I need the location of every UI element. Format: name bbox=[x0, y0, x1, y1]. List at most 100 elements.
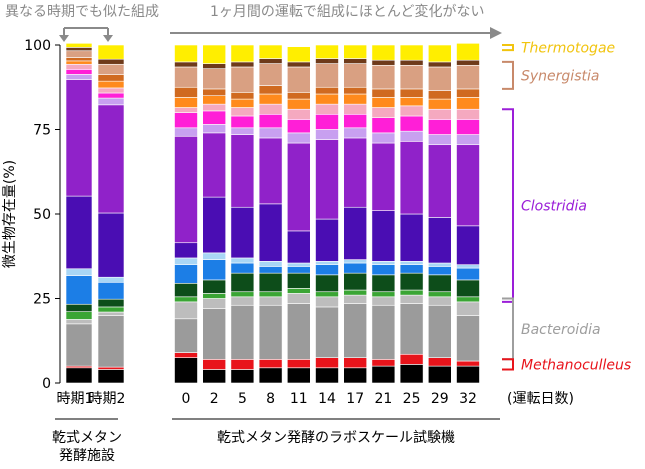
facility-bar-2-segment-14 bbox=[97, 80, 125, 89]
lab-bar-1-segment-2 bbox=[174, 352, 198, 358]
facility-bar-1-segment-8 bbox=[65, 268, 93, 276]
lab-bar-11-segment-18 bbox=[456, 43, 480, 61]
y-tick-label-100: 100 bbox=[24, 38, 51, 54]
lab-bar-1-segment-10 bbox=[174, 135, 198, 244]
lab-bar-3-segment-15 bbox=[230, 92, 255, 100]
lab-bar-6-segment-3 bbox=[315, 306, 339, 358]
lab-bar-5-segment-17 bbox=[286, 61, 311, 68]
lab-bar-4-segment-18 bbox=[258, 44, 283, 59]
lab-bar-4-segment-7 bbox=[258, 266, 283, 274]
facility-bar-1-segment-5 bbox=[65, 311, 93, 320]
lab-bar-5-segment-5 bbox=[286, 288, 311, 294]
lab-bar-6-segment-13 bbox=[315, 103, 339, 115]
lab-bar-11-segment-14 bbox=[456, 97, 480, 110]
lab-bar-9-segment-18 bbox=[399, 44, 424, 61]
bracket-line-methanoculleus bbox=[502, 358, 514, 371]
lab-bar-5-segment-9 bbox=[286, 230, 311, 264]
facility-bar-2-segment-4 bbox=[97, 311, 125, 316]
lab-bar-2-segment-11 bbox=[202, 124, 226, 134]
lab-bar-7-segment-5 bbox=[343, 289, 368, 296]
header-right-text: 1ヶ月間の運転で組成にほとんど変化がない bbox=[210, 3, 485, 20]
lab-bar-1 bbox=[174, 44, 198, 384]
facility-bar-2-segment-17 bbox=[97, 58, 125, 65]
annotation-label-synergistia: Synergistia bbox=[521, 68, 599, 84]
lab-bar-1-segment-7 bbox=[174, 264, 198, 284]
bracket-line-clostridia bbox=[502, 108, 514, 303]
lab-bar-11-segment-8 bbox=[456, 264, 480, 269]
lab-bar-8-segment-13 bbox=[371, 107, 396, 118]
lab-bar-7-segment-9 bbox=[343, 206, 368, 260]
lab-bar-4-segment-6 bbox=[258, 272, 283, 293]
lab-bar-7-segment-4 bbox=[343, 294, 368, 304]
facility-bar-1-segment-13 bbox=[65, 63, 93, 70]
lab-bar-1-segment-9 bbox=[174, 242, 198, 259]
lab-bar-5-segment-8 bbox=[286, 262, 311, 267]
lab-bar-9-segment-9 bbox=[399, 213, 424, 262]
lab-bar-11-segment-5 bbox=[456, 296, 480, 303]
lab-bar-11-segment-13 bbox=[456, 108, 480, 120]
x-tick-label-lab-14: 14 bbox=[318, 391, 336, 407]
facility-bar-2-segment-16 bbox=[97, 63, 125, 75]
lab-bar-7-segment-7 bbox=[343, 262, 368, 274]
lab-bar-11-segment-6 bbox=[456, 279, 480, 298]
lab-bar-5-segment-18 bbox=[286, 46, 311, 63]
lab-bar-11-segment-17 bbox=[456, 59, 480, 66]
facility-bars bbox=[65, 43, 125, 384]
lab-bar-1-segment-3 bbox=[174, 318, 198, 353]
annotation-label-thermotogae: Thermotogae bbox=[521, 41, 615, 57]
lab-bar-6-segment-16 bbox=[315, 63, 339, 88]
lab-bar-4-segment-14 bbox=[258, 93, 283, 105]
facility-bar-2-segment-10 bbox=[97, 104, 125, 214]
lab-bar-5-segment-1 bbox=[286, 367, 311, 384]
facility-bar-1-segment-11 bbox=[65, 74, 93, 80]
lab-bar-7-segment-13 bbox=[343, 103, 368, 115]
lab-bar-9-segment-14 bbox=[399, 97, 424, 107]
lab-bar-8-segment-7 bbox=[371, 264, 396, 276]
lab-bar-1-segment-17 bbox=[174, 61, 198, 68]
lab-bar-7-segment-2 bbox=[343, 357, 368, 369]
lab-bar-11-segment-10 bbox=[456, 144, 480, 227]
lab-bar-4-segment-8 bbox=[258, 261, 283, 267]
lab-bar-10-segment-2 bbox=[427, 357, 452, 367]
lab-bar-2-segment-16 bbox=[202, 68, 226, 90]
facility-bar-2-segment-8 bbox=[97, 276, 125, 283]
lab-bar-10-segment-3 bbox=[427, 304, 452, 358]
lab-bar-1-segment-8 bbox=[174, 257, 198, 266]
lab-bar-8-segment-5 bbox=[371, 291, 396, 298]
lab-bar-3-segment-14 bbox=[230, 98, 255, 108]
lab-bar-10-segment-7 bbox=[427, 266, 452, 276]
lab-bar-10 bbox=[427, 44, 452, 384]
x-tick-label-lab-5: 5 bbox=[238, 391, 247, 407]
lab-bar-2-segment-17 bbox=[202, 63, 226, 69]
lab-bar-2-segment-4 bbox=[202, 298, 226, 309]
lab-bar-6-segment-1 bbox=[315, 367, 339, 384]
facility-bar-1 bbox=[65, 43, 93, 384]
lab-bar-9-segment-12 bbox=[399, 115, 424, 132]
lab-bar-8-segment-2 bbox=[371, 359, 396, 367]
bracket-line-synergistia bbox=[502, 60, 514, 90]
x-tick-label-lab-8: 8 bbox=[266, 391, 275, 407]
lab-bar-1-segment-1 bbox=[174, 357, 198, 384]
lab-bar-2-segment-14 bbox=[202, 95, 226, 105]
lab-bar-1-segment-18 bbox=[174, 44, 198, 63]
lab-bar-8-segment-12 bbox=[371, 117, 396, 134]
facility-bar-1-segment-17 bbox=[65, 47, 93, 52]
lab-bar-7-segment-1 bbox=[343, 367, 368, 384]
bracket-line-thermotogae bbox=[502, 44, 514, 52]
lab-bar-7 bbox=[343, 44, 368, 384]
lab-bar-2-segment-10 bbox=[202, 132, 226, 198]
lab-bar-10-segment-6 bbox=[427, 274, 452, 293]
lab-bar-8-segment-17 bbox=[371, 59, 396, 66]
lab-bar-7-segment-12 bbox=[343, 113, 368, 129]
y-tick-label-50: 50 bbox=[33, 207, 51, 223]
lab-bar-4-segment-17 bbox=[258, 58, 283, 64]
lab-bar-2-segment-12 bbox=[202, 110, 226, 125]
facility-bar-1-segment-9 bbox=[65, 195, 93, 270]
lab-bar-10-segment-4 bbox=[427, 296, 452, 306]
facility-bar-2-segment-6 bbox=[97, 298, 125, 308]
lab-bar-5-segment-11 bbox=[286, 132, 311, 144]
lab-bar-6 bbox=[315, 44, 339, 384]
